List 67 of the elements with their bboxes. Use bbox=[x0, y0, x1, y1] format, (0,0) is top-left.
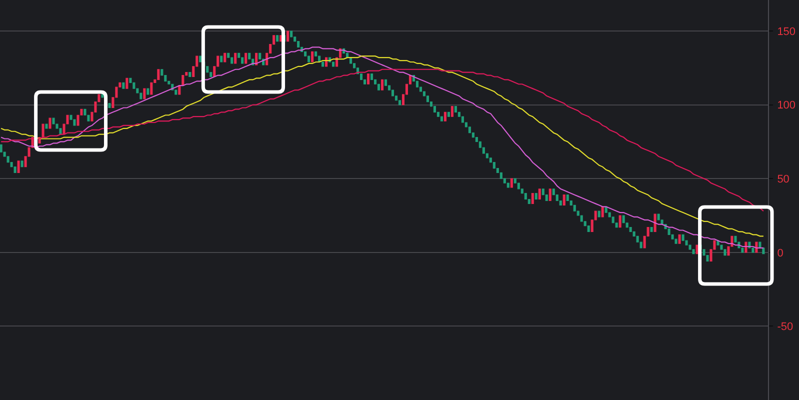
candlestick bbox=[308, 56, 310, 62]
candlestick bbox=[157, 69, 160, 80]
candlestick bbox=[391, 90, 394, 96]
candlestick bbox=[220, 56, 223, 62]
candlestick bbox=[122, 82, 125, 89]
candlestick bbox=[101, 94, 104, 98]
candlestick bbox=[20, 160, 24, 168]
candlestick bbox=[143, 88, 146, 100]
candlestick bbox=[517, 182, 520, 190]
candlestick bbox=[42, 124, 44, 138]
y-tick-label: 0 bbox=[777, 247, 784, 260]
candlestick bbox=[510, 178, 513, 188]
candlestick bbox=[696, 244, 698, 254]
candlestick bbox=[654, 214, 656, 232]
candlestick bbox=[73, 119, 76, 126]
candlestick bbox=[199, 56, 202, 62]
candlestick bbox=[206, 66, 209, 73]
candlestick bbox=[311, 51, 314, 62]
candlestick bbox=[150, 82, 153, 95]
candlestick bbox=[234, 52, 237, 64]
y-tick-label: -50 bbox=[777, 321, 794, 334]
candlestick bbox=[598, 210, 600, 218]
candlestick bbox=[366, 74, 370, 84]
candlestick bbox=[286, 30, 290, 42]
candlestick bbox=[45, 124, 48, 129]
candlestick bbox=[534, 193, 538, 200]
candlestick bbox=[14, 166, 16, 173]
candlestick bbox=[531, 193, 534, 204]
candlestick bbox=[566, 194, 569, 202]
candlestick bbox=[290, 30, 293, 38]
candlestick bbox=[650, 227, 653, 232]
candlestick bbox=[241, 57, 244, 64]
candlestick bbox=[230, 57, 234, 64]
candlestick bbox=[601, 206, 604, 218]
line-series bbox=[0, 68, 764, 212]
candlestick bbox=[762, 248, 765, 254]
candlestick bbox=[52, 118, 55, 124]
candlestick bbox=[674, 238, 678, 244]
candlestick bbox=[538, 188, 541, 200]
candlestick bbox=[678, 234, 681, 244]
candlestick bbox=[440, 116, 443, 122]
candlestick bbox=[276, 35, 279, 42]
y-tick-label: 50 bbox=[777, 173, 790, 186]
candlestick bbox=[657, 214, 660, 220]
candlestick bbox=[618, 215, 622, 228]
candlestick bbox=[48, 118, 52, 129]
candlestick bbox=[622, 215, 625, 224]
candlestick bbox=[126, 78, 128, 89]
candlestick bbox=[758, 242, 762, 248]
candlestick bbox=[506, 182, 510, 188]
candlestick bbox=[380, 79, 384, 90]
candlestick bbox=[548, 188, 552, 202]
candlestick bbox=[744, 242, 748, 253]
candlestick bbox=[447, 112, 450, 117]
candlestick bbox=[688, 244, 692, 250]
candlestick bbox=[146, 88, 150, 95]
candlestick bbox=[450, 106, 454, 117]
candlestick bbox=[444, 112, 446, 122]
y-tick-label: 150 bbox=[777, 26, 796, 38]
candlestick bbox=[244, 52, 248, 64]
y-tick-label: 100 bbox=[777, 100, 796, 112]
candlestick bbox=[377, 84, 380, 90]
candlestick bbox=[108, 103, 111, 108]
candlestick bbox=[224, 52, 226, 62]
candlestick bbox=[188, 72, 192, 78]
candlestick bbox=[562, 194, 566, 206]
candlestick bbox=[17, 160, 20, 173]
